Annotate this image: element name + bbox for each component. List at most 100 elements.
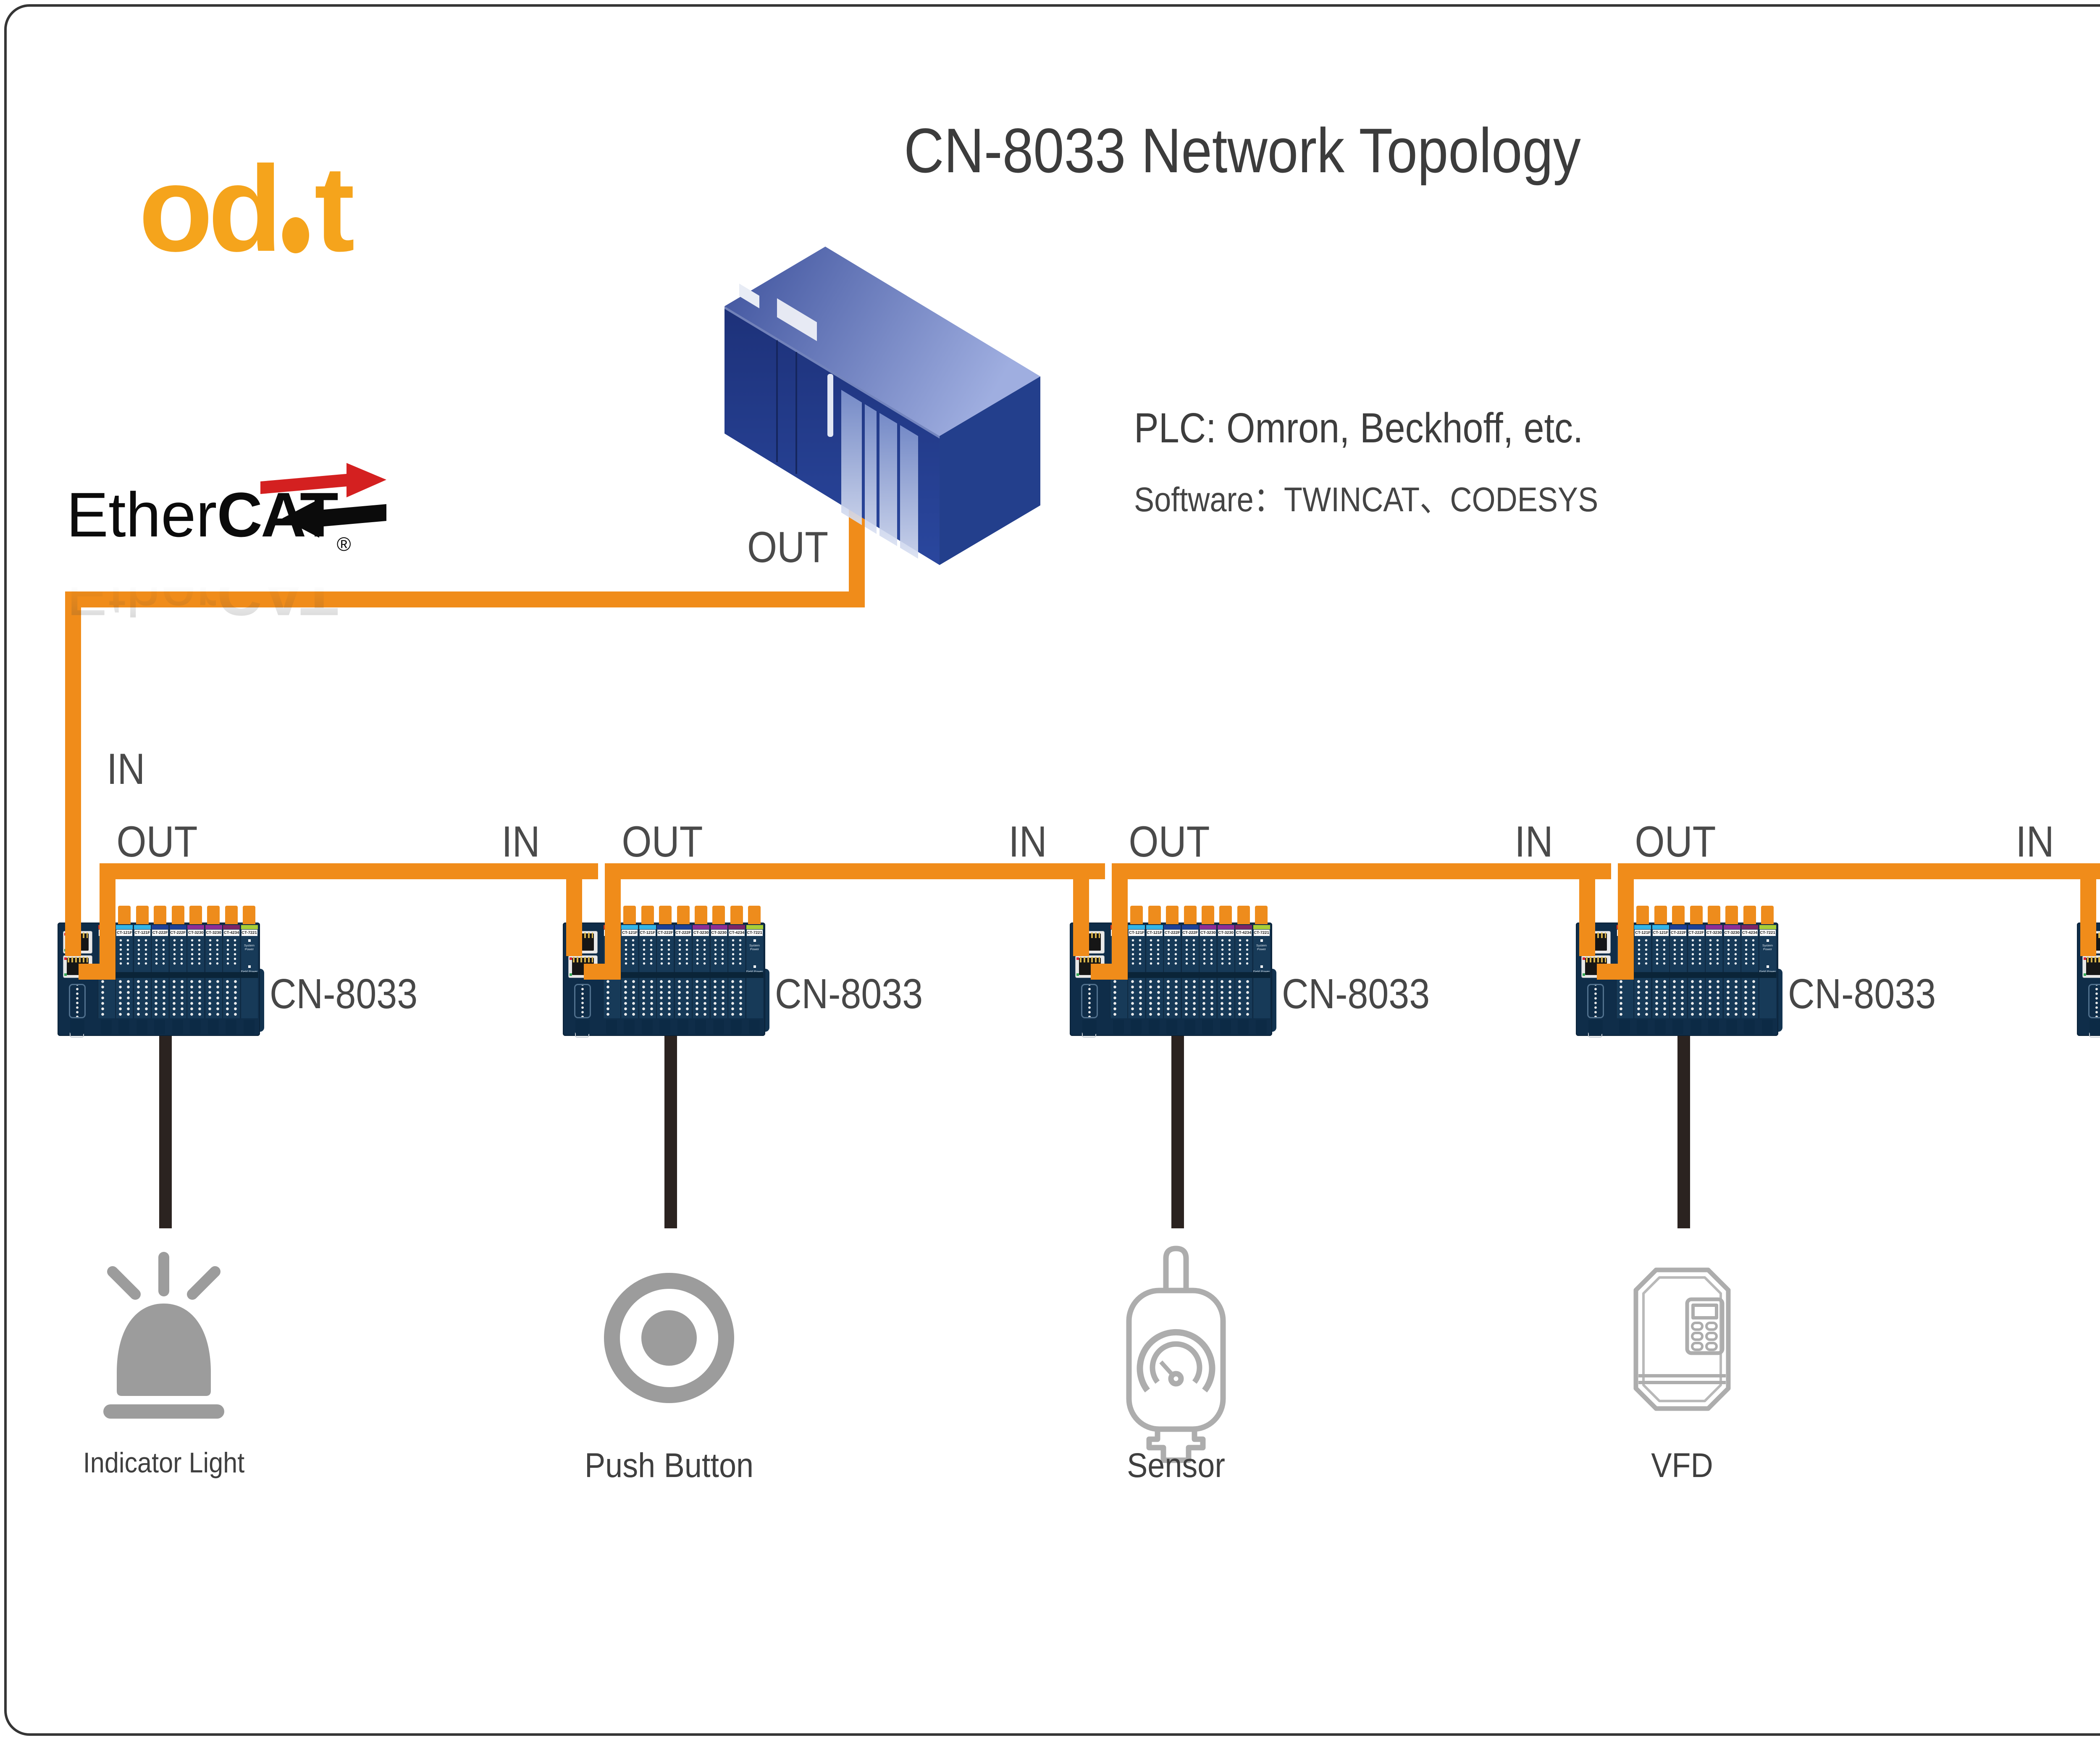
io-module-CT-121F: CT-121F bbox=[1634, 925, 1651, 1018]
module-terminal-grid bbox=[729, 978, 745, 1018]
io-module-CT-121F: CT-121F bbox=[1145, 925, 1163, 1018]
din-rail-clip bbox=[1184, 1020, 1195, 1034]
din-rail-clip bbox=[136, 1020, 147, 1034]
power-led bbox=[1766, 939, 1769, 942]
module-terminal-grid bbox=[1706, 978, 1722, 1018]
module-terminal-grid bbox=[622, 978, 638, 1018]
module-mid-gap bbox=[98, 972, 258, 978]
din-rail-clip bbox=[1113, 1020, 1124, 1034]
io-module-CT-4234: CT-4234 bbox=[223, 925, 240, 1018]
odot-logo-dot-icon bbox=[282, 217, 310, 253]
module-terminal-grid bbox=[170, 978, 186, 1018]
ethercat-prefix: Ether bbox=[66, 479, 217, 550]
push-button-icon bbox=[604, 1273, 734, 1403]
db-connector bbox=[574, 984, 591, 1018]
device2-out-cable-riser bbox=[605, 863, 621, 980]
endpoint-label: Sensor bbox=[1127, 1446, 1225, 1485]
module-led-grid bbox=[1653, 938, 1668, 965]
module-color-strip bbox=[1741, 925, 1759, 929]
module-led-grid bbox=[729, 938, 745, 965]
mounting-tab bbox=[225, 906, 238, 924]
module-color-strip bbox=[1688, 925, 1705, 929]
module-color-strip bbox=[1181, 925, 1199, 929]
din-rail-clip bbox=[695, 1020, 706, 1034]
module-color-strip bbox=[1217, 925, 1234, 929]
port-led-green bbox=[1076, 973, 1079, 976]
endpoint-label: Push Button bbox=[584, 1446, 754, 1485]
module-color-strip bbox=[152, 925, 169, 929]
power-led bbox=[248, 965, 251, 968]
module-terminal-grid bbox=[1236, 978, 1252, 1018]
power-led bbox=[753, 939, 756, 942]
din-rail-clip bbox=[243, 1020, 255, 1034]
ethercat-logo: EtherCAT® EtherCAT® bbox=[66, 463, 386, 629]
mounting-tab bbox=[1237, 906, 1250, 924]
din-rail-clip bbox=[101, 1020, 112, 1034]
bus-cable-segment-2 bbox=[605, 863, 1105, 879]
power-label: Field Power bbox=[241, 970, 258, 973]
io-module-CT-222F: CT-222F bbox=[1670, 925, 1687, 1018]
din-rail-clip bbox=[624, 1020, 635, 1034]
module-led-grid bbox=[206, 938, 221, 965]
module-led-grid bbox=[658, 938, 673, 965]
io-module-CT-3230: CT-3230 bbox=[1199, 925, 1217, 1018]
mounting-tab bbox=[1202, 906, 1214, 924]
module-led-grid bbox=[675, 938, 691, 965]
port-led-green bbox=[1583, 973, 1585, 976]
din-rail-clip bbox=[2090, 1020, 2100, 1034]
module-terminal-grid bbox=[1724, 978, 1740, 1018]
device1-in-label: IN bbox=[107, 745, 145, 794]
io-module-CT-4234: CT-4234 bbox=[728, 925, 746, 1018]
module-label: CT-3230 bbox=[205, 930, 222, 936]
device5-in-cable-drop bbox=[2080, 863, 2096, 956]
module-label: CT-7221 bbox=[746, 930, 763, 936]
module-led-grid bbox=[1147, 938, 1162, 965]
mounting-tab bbox=[1708, 906, 1720, 924]
module-led-grid bbox=[1182, 938, 1198, 965]
io-module-CT-3230: CT-3230 bbox=[187, 925, 205, 1018]
module-terminal-grid bbox=[223, 978, 240, 1018]
io-module-CT-222F: CT-222F bbox=[656, 925, 674, 1018]
software-caption: Software：TWINCAT、CODESYS bbox=[1134, 481, 1599, 519]
device5-in-label: IN bbox=[2016, 817, 2054, 866]
din-rail-clip bbox=[1220, 1020, 1231, 1034]
device-name-label: CN-8033 bbox=[270, 970, 418, 1017]
port-led-red bbox=[1583, 957, 1585, 960]
mounting-tab bbox=[641, 906, 654, 924]
module-color-strip bbox=[1634, 925, 1651, 929]
module-color-strip bbox=[1200, 925, 1217, 929]
device4-in-label: IN bbox=[1515, 817, 1553, 866]
module-label: CT-3230 bbox=[693, 930, 709, 936]
power-label: Field Power bbox=[1759, 970, 1776, 973]
module-color-strip bbox=[693, 925, 710, 929]
device1-out-label: OUT bbox=[116, 817, 198, 866]
din-rail-clip bbox=[1588, 1020, 1603, 1034]
io-module-CT-3230: CT-3230 bbox=[1723, 925, 1740, 1018]
din-rail-clip bbox=[575, 1020, 590, 1034]
din-rail-clip bbox=[1238, 1020, 1249, 1034]
device4-out-cable-riser bbox=[1618, 863, 1634, 980]
din-rail-clip bbox=[1744, 1020, 1755, 1034]
module-terminal-grid bbox=[188, 978, 204, 1018]
port-led-green bbox=[570, 973, 572, 976]
din-rail-clip bbox=[1148, 1020, 1160, 1034]
power-label: System Power bbox=[244, 944, 255, 951]
mounting-tab bbox=[189, 906, 202, 924]
plc-3d-box bbox=[724, 247, 1040, 565]
io-module-CT-3230: CT-3230 bbox=[1217, 925, 1234, 1018]
io-module-CT-7221: CT-7221 System Power Field Power bbox=[746, 925, 763, 1018]
rj45-pins bbox=[2087, 957, 2100, 962]
mounting-tab bbox=[136, 906, 149, 924]
db-connector bbox=[2088, 984, 2100, 1018]
db-connector bbox=[1587, 984, 1604, 1018]
io-module-CT-3230: CT-3230 bbox=[1705, 925, 1723, 1018]
plc-caption: PLC: Omron, Beckhoff, etc. bbox=[1134, 405, 1583, 452]
module-terminal-grid bbox=[1111, 978, 1119, 1018]
rj45-pins bbox=[1080, 957, 1100, 962]
module-terminal-grid bbox=[1635, 978, 1651, 1018]
module-led-grid bbox=[1218, 938, 1234, 965]
rj45-pins bbox=[68, 957, 88, 962]
din-rail-clip bbox=[1166, 1020, 1178, 1034]
port-led-red bbox=[570, 957, 572, 960]
